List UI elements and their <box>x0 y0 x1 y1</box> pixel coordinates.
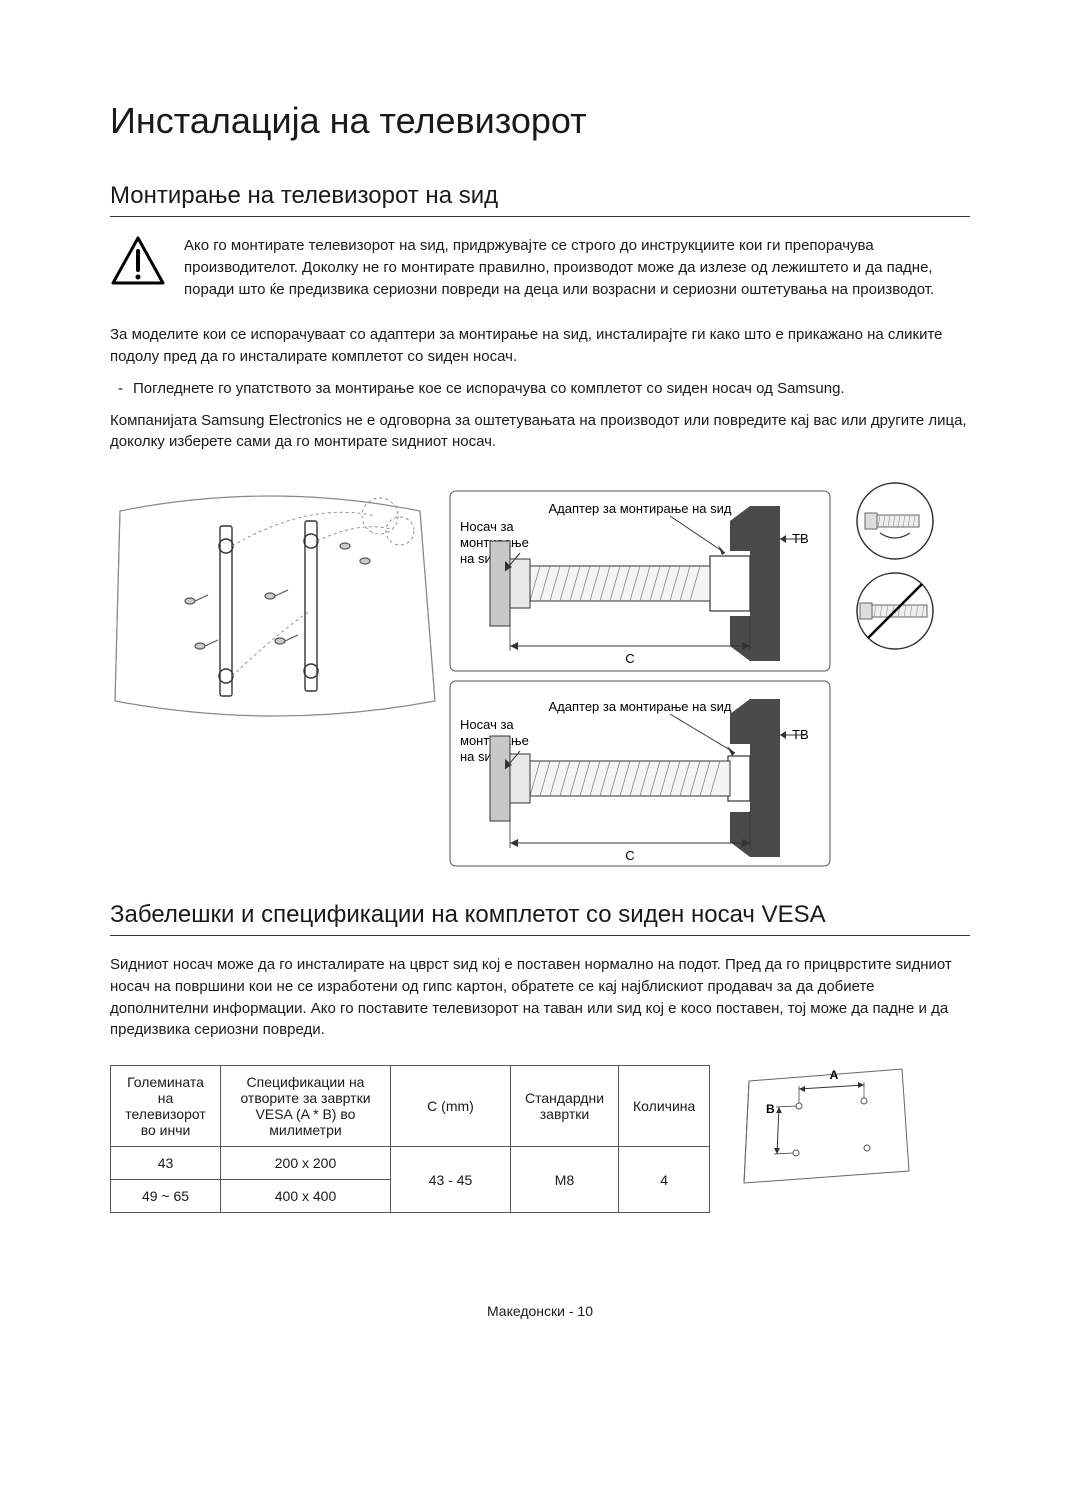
th-c: C (mm) <box>391 1066 511 1147</box>
diag-c-label-1: C <box>625 651 634 666</box>
th-vesa: Спецификации на отворите за завртки VESA… <box>221 1066 391 1147</box>
warning-icon <box>110 235 166 287</box>
dim-A-label: A <box>830 1068 839 1082</box>
vesa-dimensions-diagram: A B <box>724 1051 914 1196</box>
th-screw: Стандардни завртки <box>511 1066 619 1147</box>
mounting-diagram: Адаптер за монтирање на ѕид Носач за мон… <box>110 471 970 871</box>
cell-size-1: 49 ~ 65 <box>111 1180 221 1213</box>
section1-para1: За моделите кои се испорачуваат со адапт… <box>110 324 970 368</box>
spec-table: Големината на телевизорот во инчи Специф… <box>110 1065 710 1213</box>
diag-bracket-l1-2: Носач за <box>460 717 514 732</box>
warning-block: Ако го монтирате телевизорот на ѕид, при… <box>110 235 970 310</box>
cell-vesa-0: 200 x 200 <box>221 1147 391 1180</box>
diag-adapter-label-2: Адаптер за монтирање на ѕид <box>548 699 731 714</box>
cell-size-0: 43 <box>111 1147 221 1180</box>
diag-adapter-label-1: Адаптер за монтирање на ѕид <box>548 501 731 516</box>
section2-heading: Забелешки и спецификации на комплетот со… <box>110 901 970 936</box>
section2-para1: Ѕидниот носач може да го инсталирате на … <box>110 954 970 1041</box>
table-row: 43 200 x 200 43 - 45 M8 4 <box>111 1147 710 1180</box>
bullet-text: Погледнете го упатството за монтирање ко… <box>133 378 845 400</box>
dim-B-label: B <box>766 1102 775 1116</box>
cell-c: 43 - 45 <box>391 1147 511 1213</box>
cell-qty: 4 <box>619 1147 710 1213</box>
th-size: Големината на телевизорот во инчи <box>111 1066 221 1147</box>
page-footer: Македонски - 10 <box>110 1303 970 1319</box>
table-header-row: Големината на телевизорот во инчи Специф… <box>111 1066 710 1147</box>
section1-bullet: - Погледнете го упатството за монтирање … <box>110 378 970 400</box>
bullet-dash-icon: - <box>118 378 123 400</box>
diag-c-label-2: C <box>625 848 634 863</box>
th-qty: Количина <box>619 1066 710 1147</box>
warning-text: Ако го монтирате телевизорот на ѕид, при… <box>184 235 970 300</box>
diag-bracket-l1-1: Носач за <box>460 519 514 534</box>
page-title: Инсталација на телевизорот <box>110 100 970 142</box>
section1-heading: Монтирање на телевизорот на ѕид <box>110 182 970 217</box>
section1-para2: Компанијата Samsung Electronics не е одг… <box>110 410 970 454</box>
cell-screw: M8 <box>511 1147 619 1213</box>
cell-vesa-1: 400 x 400 <box>221 1180 391 1213</box>
